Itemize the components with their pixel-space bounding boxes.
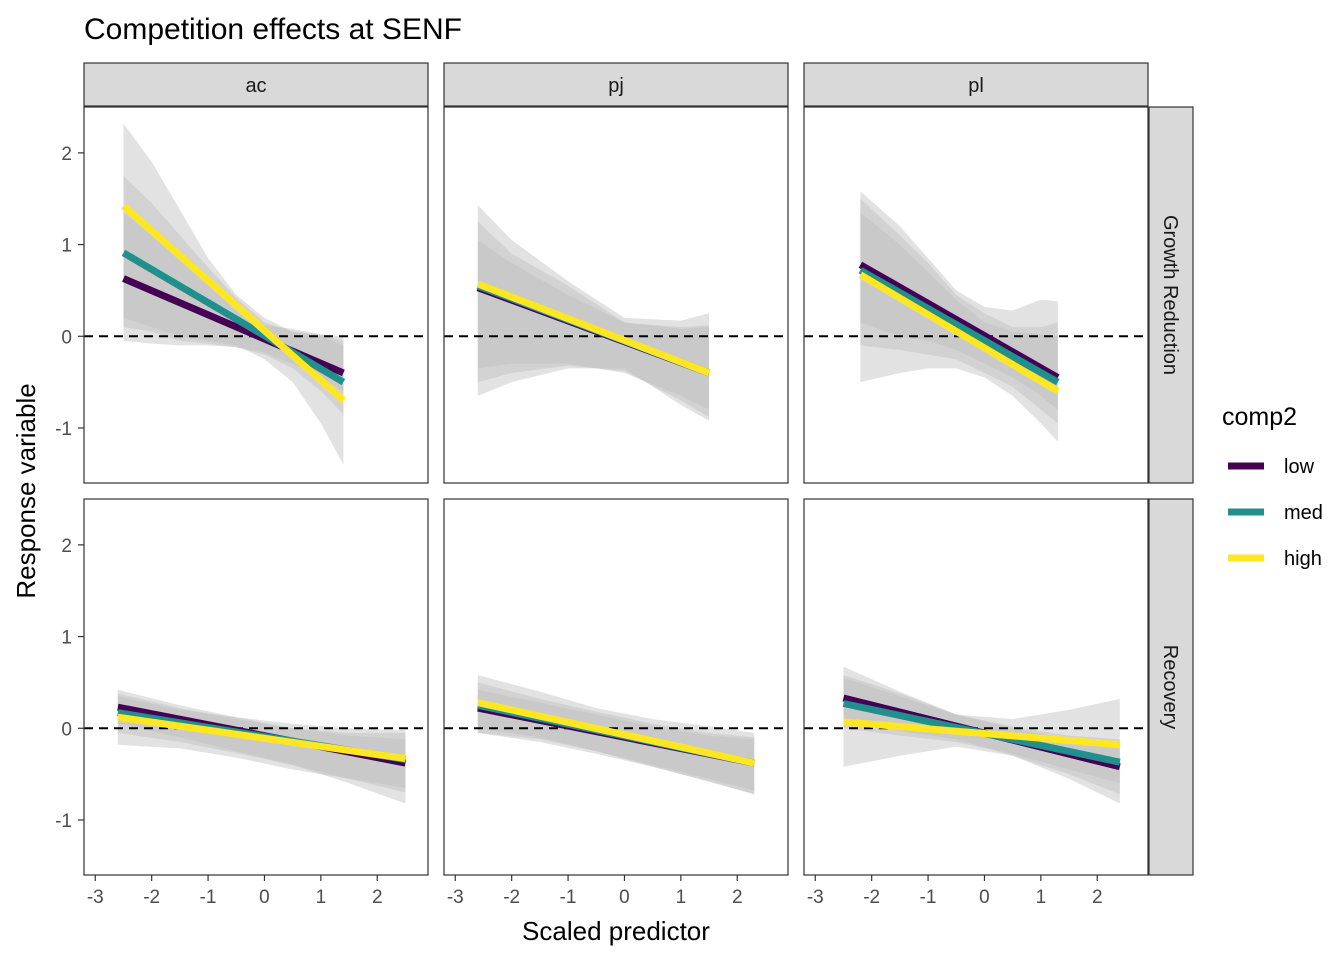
x-tick-label: -1 (200, 887, 217, 908)
row-strip (1148, 106, 1194, 484)
legend-label-high: high (1284, 548, 1322, 570)
x-tick-label: -3 (807, 887, 824, 908)
panel-background (804, 499, 1148, 875)
confidence-band-high (123, 123, 344, 465)
panel-border (803, 498, 1149, 876)
x-tick-label: -3 (447, 887, 464, 908)
x-tick-label: 2 (1092, 887, 1103, 908)
x-tick-label: 1 (676, 887, 687, 908)
panel-border (83, 498, 429, 876)
x-tick-label: -3 (87, 887, 104, 908)
panel-pl-recovery (804, 666, 1148, 804)
legend-label-low: low (1284, 456, 1315, 478)
x-tick-label: 0 (259, 887, 270, 908)
x-axis-title: Scaled predictor (522, 916, 710, 946)
panel-border (443, 498, 789, 876)
panel-pj-recovery (444, 675, 788, 795)
facet-strip-pj (443, 62, 789, 107)
panel-border (803, 106, 1149, 484)
y-tick-label: -1 (55, 811, 72, 832)
x-tick-label: -1 (560, 887, 577, 908)
x-tick-label: -2 (143, 887, 160, 908)
x-tick-label: 2 (372, 887, 383, 908)
y-tick-label: 2 (61, 144, 72, 165)
confidence-band-high (860, 191, 1058, 442)
legend-title: comp2 (1222, 403, 1297, 431)
series-line-high (843, 718, 1121, 749)
plot-area: ac pj pl Growth Reduction Recovery -1 0 1 2 -1 0 1 2… (55, 62, 1194, 908)
y-tick-label: 0 (61, 719, 72, 740)
series-line-high (477, 699, 755, 767)
panel-ac-recovery (84, 689, 428, 804)
x-tick-label: 0 (619, 887, 630, 908)
x-tick-label: -2 (863, 887, 880, 908)
series-line-high (117, 713, 406, 762)
y-axis-title: Response variable (11, 383, 41, 598)
series-line-med (858, 267, 1060, 386)
row-strip-label: Growth Reduction (1159, 215, 1181, 375)
panel-background (84, 499, 428, 875)
x-tick-label: -1 (920, 887, 937, 908)
confidence-band-med (860, 198, 1058, 424)
y-tick-label: 1 (61, 628, 72, 649)
x-tick-label: -2 (503, 887, 520, 908)
row-strip-label: Recovery (1159, 645, 1181, 729)
row-strip (1148, 498, 1194, 876)
panel-background (84, 107, 428, 483)
facet-strip-label: ac (245, 75, 266, 97)
x-tick-label: 1 (1036, 887, 1047, 908)
panel-background (444, 499, 788, 875)
x-tick-label: 2 (732, 887, 743, 908)
panel-background (804, 107, 1148, 483)
series-line-high (121, 203, 346, 404)
series-line-med (121, 249, 346, 386)
panel-border (83, 106, 429, 484)
panel-pl-growth-reduction (804, 191, 1148, 442)
facet-strip-ac (83, 62, 429, 107)
legend: comp2 low med high (1222, 403, 1323, 570)
confidence-band-high (477, 205, 709, 421)
facet-strip-label: pj (608, 75, 624, 97)
series-line-high (858, 271, 1060, 395)
y-tick-label: -1 (55, 419, 72, 440)
confidence-band-med (477, 221, 709, 417)
facet-strip-pl (803, 62, 1149, 107)
panel-border (443, 106, 789, 484)
x-tick-label: 1 (316, 887, 327, 908)
panel-pj-growth-reduction (444, 205, 788, 421)
chart-title: Competition effects at SENF (84, 13, 462, 46)
series-line-low (858, 261, 1060, 381)
x-tick-label: 0 (979, 887, 990, 908)
y-tick-label: 2 (61, 536, 72, 557)
y-tick-label: 1 (61, 236, 72, 257)
facet-strip-label: pl (968, 75, 984, 97)
panel-ac-growth-reduction (84, 123, 428, 465)
y-tick-label: 0 (61, 327, 72, 348)
legend-label-med: med (1284, 502, 1323, 524)
series-line-high (476, 280, 711, 377)
